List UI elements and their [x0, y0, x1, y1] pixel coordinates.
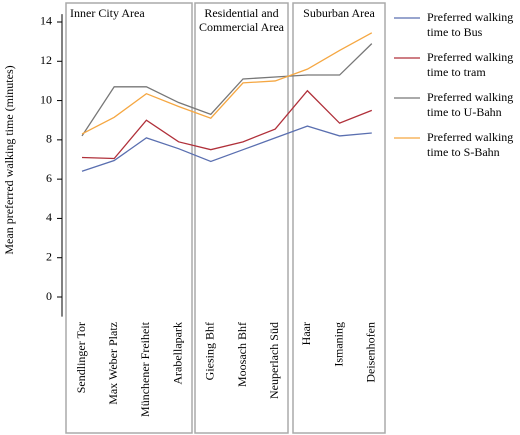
- legend-label: Preferred walking time to tram: [427, 50, 514, 79]
- x-tick-label: Max Weber Platz: [106, 322, 120, 405]
- y-tick-label: 0: [46, 289, 52, 303]
- legend-label: Preferred walking time to Bus: [427, 10, 514, 39]
- group-label: Suburban Area: [303, 6, 375, 20]
- y-tick-label: 6: [46, 171, 52, 185]
- series-line: [81, 32, 373, 135]
- y-tick-label: 12: [40, 53, 52, 67]
- y-tick-label: 4: [46, 210, 52, 224]
- y-tick-label: 8: [46, 132, 52, 146]
- x-tick-label: Haar: [299, 322, 313, 345]
- x-tick-label: Giesing Bhf: [203, 322, 217, 380]
- x-tick-label: Neuperlach Süd: [267, 322, 281, 399]
- legend-label: Preferred walking time to U-Bahn: [427, 90, 514, 119]
- y-axis-label: Mean preferred walking time (minutes): [2, 65, 16, 254]
- group-label: Residential and Commercial Area: [199, 6, 284, 34]
- legend-label: Preferred walking time to S-Bahn: [427, 130, 514, 159]
- x-tick-label: Münchener Freiheit: [138, 321, 152, 417]
- x-tick-label: Arabellapark: [170, 322, 184, 385]
- group-label: Inner City Area: [70, 6, 145, 20]
- x-tick-label: Moosach Bhf: [235, 322, 249, 387]
- x-tick-label: Ismaning: [331, 322, 345, 367]
- group-box: [65, 2, 193, 434]
- group-box: [194, 2, 289, 434]
- y-tick-label: 2: [46, 249, 52, 263]
- y-tick-label: 14: [40, 14, 52, 28]
- group-box: [292, 2, 386, 434]
- series-line: [81, 43, 373, 137]
- series-line: [81, 89, 373, 160]
- x-tick-label: Deisenhofen: [364, 322, 378, 383]
- y-tick-label: 10: [40, 92, 52, 106]
- x-tick-label: Sendlinger Tor: [74, 322, 88, 393]
- series-line: [81, 125, 372, 172]
